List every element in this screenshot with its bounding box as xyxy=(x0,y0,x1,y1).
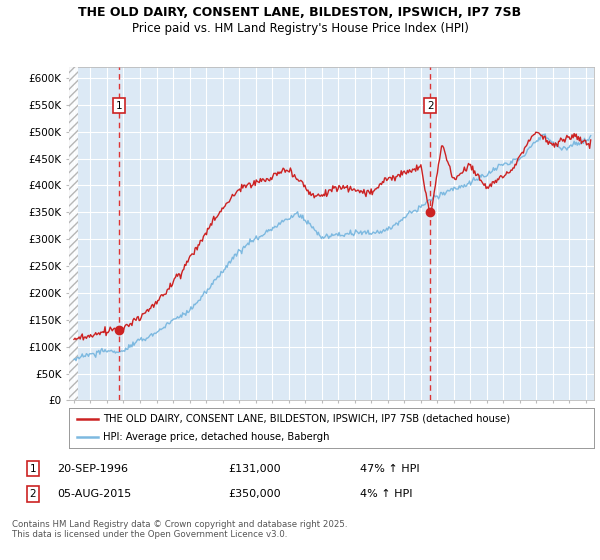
Text: THE OLD DAIRY, CONSENT LANE, BILDESTON, IPSWICH, IP7 7SB (detached house): THE OLD DAIRY, CONSENT LANE, BILDESTON, … xyxy=(103,414,510,423)
Text: Contains HM Land Registry data © Crown copyright and database right 2025.
This d: Contains HM Land Registry data © Crown c… xyxy=(12,520,347,539)
Text: 05-AUG-2015: 05-AUG-2015 xyxy=(57,489,131,499)
Text: 2: 2 xyxy=(29,489,37,499)
Text: THE OLD DAIRY, CONSENT LANE, BILDESTON, IPSWICH, IP7 7SB: THE OLD DAIRY, CONSENT LANE, BILDESTON, … xyxy=(79,6,521,18)
Text: 20-SEP-1996: 20-SEP-1996 xyxy=(57,464,128,474)
Text: £350,000: £350,000 xyxy=(228,489,281,499)
Text: £131,000: £131,000 xyxy=(228,464,281,474)
Text: 47% ↑ HPI: 47% ↑ HPI xyxy=(360,464,419,474)
Text: Price paid vs. HM Land Registry's House Price Index (HPI): Price paid vs. HM Land Registry's House … xyxy=(131,22,469,35)
Bar xyxy=(69,67,78,400)
Text: HPI: Average price, detached house, Babergh: HPI: Average price, detached house, Babe… xyxy=(103,432,329,442)
Text: 2: 2 xyxy=(427,100,434,110)
Text: 1: 1 xyxy=(29,464,37,474)
Text: 4% ↑ HPI: 4% ↑ HPI xyxy=(360,489,413,499)
Text: 1: 1 xyxy=(116,100,122,110)
